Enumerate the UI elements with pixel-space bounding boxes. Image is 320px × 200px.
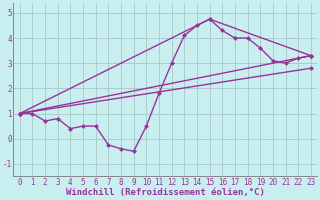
X-axis label: Windchill (Refroidissement éolien,°C): Windchill (Refroidissement éolien,°C) — [66, 188, 265, 197]
